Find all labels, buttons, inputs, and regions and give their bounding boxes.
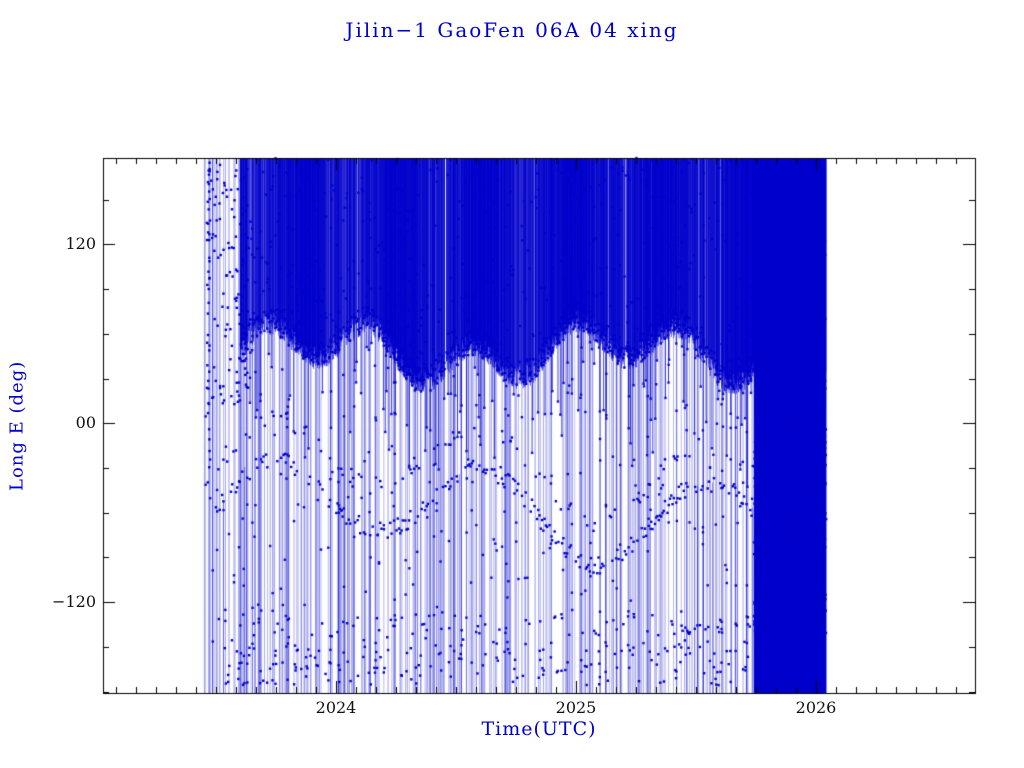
x-tick-label-2026: 2026 — [795, 698, 837, 717]
x-axis-label: Time(UTC) — [481, 718, 597, 740]
x-tick-label-2025: 2025 — [555, 698, 597, 717]
x-tick-label-2024: 2024 — [315, 698, 357, 717]
y-tick-label-0: 00 — [75, 413, 96, 432]
chart-title: Jilin−1 GaoFen 06A 04 xing — [345, 18, 679, 42]
y-tick-label-120: 120 — [65, 234, 96, 253]
y-tick-label-neg120: −120 — [52, 592, 96, 611]
